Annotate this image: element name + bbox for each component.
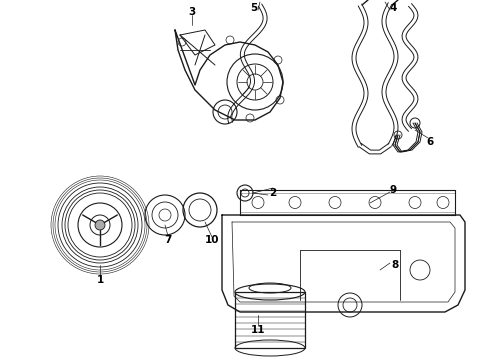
Circle shape [95, 220, 105, 230]
Text: 11: 11 [251, 325, 265, 335]
Text: 1: 1 [97, 275, 103, 285]
Text: 5: 5 [250, 3, 258, 13]
Text: 8: 8 [392, 260, 399, 270]
Text: 9: 9 [390, 185, 396, 195]
Text: 6: 6 [426, 137, 434, 147]
Text: 2: 2 [270, 188, 277, 198]
Text: 10: 10 [205, 235, 219, 245]
Text: 7: 7 [164, 235, 171, 245]
Bar [235, 292, 305, 348]
Text: 3: 3 [188, 7, 196, 17]
Text: 4: 4 [390, 3, 397, 13]
